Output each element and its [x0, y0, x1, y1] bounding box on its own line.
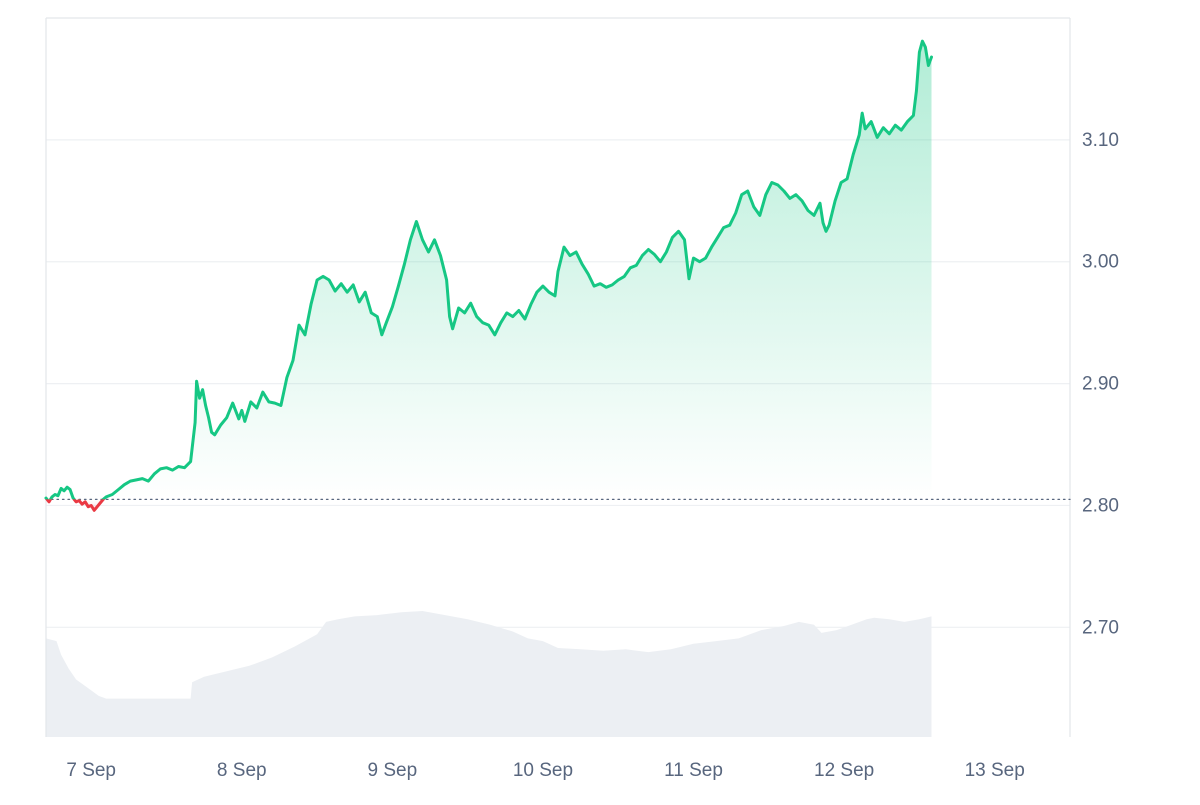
plot-frame: [45, 17, 1071, 737]
x-tick-label: 12 Sep: [814, 760, 874, 781]
x-tick-label: 7 Sep: [66, 760, 116, 781]
x-tick-label: 10 Sep: [513, 760, 573, 781]
price-fill: [46, 41, 932, 511]
x-tick-label: 13 Sep: [965, 760, 1025, 781]
y-tick-label: 2.70: [1082, 617, 1119, 638]
y-tick-label: 3.10: [1082, 130, 1119, 151]
x-tick-label: 11 Sep: [664, 760, 723, 781]
price-line: [44, 39, 933, 512]
fill-above-baseline: [46, 41, 932, 500]
x-tick-label: 9 Sep: [368, 760, 418, 781]
y-axis-ticks: 2.70 2.80 2.90 3.00 3.10: [1082, 130, 1119, 638]
y-tick-label: 2.80: [1082, 495, 1119, 516]
price-line-up-path: [44, 39, 933, 500]
x-axis-ticks: 7 Sep 8 Sep 9 Sep 10 Sep 11 Sep 12 Sep 13 Sep: [66, 760, 1024, 781]
y-tick-label: 3.00: [1082, 252, 1119, 273]
up-fill-shape: [46, 41, 932, 500]
y-tick-label: 2.90: [1082, 374, 1119, 395]
volume-area: [46, 611, 932, 737]
volume-area-shape: [46, 611, 932, 737]
x-tick-label: 8 Sep: [217, 760, 267, 781]
price-line-up: [44, 39, 933, 500]
